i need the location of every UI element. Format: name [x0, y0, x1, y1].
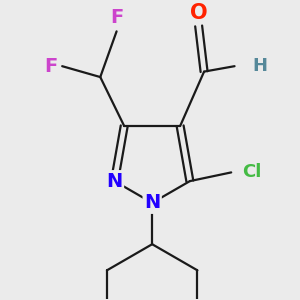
Text: O: O — [190, 3, 208, 23]
Text: H: H — [252, 57, 267, 75]
Text: N: N — [144, 194, 160, 212]
Text: F: F — [45, 57, 58, 76]
Text: Cl: Cl — [242, 164, 262, 181]
Text: F: F — [110, 8, 123, 27]
Text: N: N — [106, 172, 123, 190]
